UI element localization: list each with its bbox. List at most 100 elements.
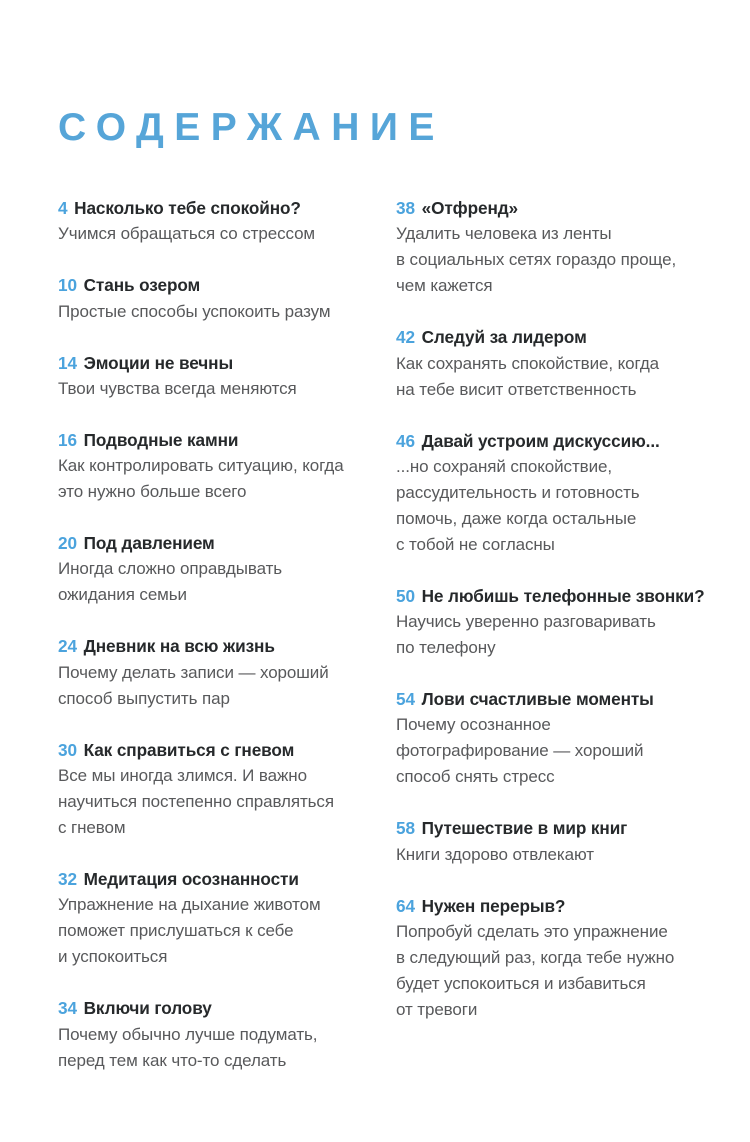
toc-entry-page-number[interactable]: 54 (396, 689, 415, 710)
toc-entry-page-number[interactable]: 20 (58, 533, 77, 554)
toc-entry-page-number[interactable]: 64 (396, 895, 415, 916)
toc-entry-title[interactable]: Давай устроим дискуссию... (421, 430, 660, 451)
toc-entry-page-number[interactable]: 30 (58, 739, 77, 760)
toc-entry-heading[interactable]: 34 Включи голову (58, 996, 378, 1021)
toc-entry-description: Научись уверенно разговаривать по телефон… (396, 609, 722, 661)
toc-entry[interactable]: 20 Под давлением Иногда сложно оправдыват… (58, 531, 378, 608)
toc-entry-page-number[interactable]: 46 (396, 430, 415, 451)
toc-entry-description-line: фотографирование — хороший (396, 741, 644, 761)
toc-entry[interactable]: 46 Давай устроим дискуссию... ...но сохра… (396, 429, 722, 558)
toc-entry-description: Почему делать записи — хороший способ вып… (58, 660, 378, 712)
toc-entry-heading[interactable]: 50 Не любишь телефонные звонки? (396, 584, 722, 609)
toc-entry-description-line: в социальных сетях гораздо проще, (396, 250, 677, 270)
toc-entry[interactable]: 14 Эмоции не вечны Твои чувства всегда ме… (58, 351, 378, 402)
toc-entry-title[interactable]: Эмоции не вечны (83, 352, 234, 373)
page-title: СОДЕРЖАНИЕ (58, 106, 445, 150)
toc-entry-heading[interactable]: 16 Подводные камни (58, 428, 378, 453)
toc-entry-page-number[interactable]: 42 (396, 327, 415, 348)
toc-entry-description-line: Попробуй сделать это упражнение (396, 921, 668, 941)
toc-entry-page-number[interactable]: 38 (396, 198, 415, 218)
toc-entry-heading[interactable]: 46 Давай устроим дискуссию... (396, 429, 722, 454)
toc-entry-title[interactable]: Лови счастливые моменты (421, 689, 654, 710)
toc-entry-description-line: с тобой не согласны (396, 534, 555, 554)
toc-entry-description-line: ...но сохраняй спокойствие, (396, 456, 612, 476)
toc-entry-description-line: будет успокоиться и избавиться (396, 973, 646, 993)
toc-entry-description-line: и успокоиться (58, 947, 168, 967)
toc-entry-heading[interactable]: 20 Под давлением (58, 531, 378, 556)
toc-entry-description-line: Почему осознанное (396, 715, 551, 735)
toc-entry-description: Как сохранять спокойствие, когда на тебе … (396, 351, 722, 403)
toc-entry-description-line: научиться постепенно справляться (58, 791, 334, 811)
toc-entry-heading[interactable]: 54 Лови счастливые моменты (396, 687, 722, 712)
toc-entry-page-number[interactable]: 14 (58, 352, 77, 373)
toc-entry-title[interactable]: Дневник на всю жизнь (83, 636, 275, 657)
toc-entry-page-number[interactable]: 4 (58, 198, 68, 218)
toc-entry-heading[interactable]: 24 Дневник на всю жизнь (58, 634, 378, 659)
toc-entry-description-line: Как сохранять спокойствие, когда (396, 353, 659, 373)
toc-entry-description: Упражнение на дыхание животом поможет при… (58, 892, 378, 970)
toc-entry[interactable]: 64 Нужен перерыв? Попробуй сделать это уп… (396, 894, 722, 1023)
toc-entry[interactable]: 4 Насколько тебе спокойно? Учимся обращат… (58, 196, 378, 247)
toc-entry-description-line: Учимся обращаться со стрессом (58, 224, 316, 244)
toc-entry-description-line: на тебе висит ответственность (396, 379, 637, 399)
toc-entry-page-number[interactable]: 58 (396, 818, 415, 839)
toc-entry-page-number[interactable]: 16 (58, 429, 77, 450)
toc-entry[interactable]: 42 Следуй за лидером Как сохранять спокой… (396, 325, 722, 402)
toc-entry-description-line: Удалить человека из ленты (396, 224, 612, 244)
toc-entry-heading[interactable]: 58 Путешествие в мир книг (396, 816, 722, 841)
toc-entry-heading[interactable]: 38 «Отфренд» (396, 196, 722, 221)
toc-entry[interactable]: 54 Лови счастливые моменты Почему осознан… (396, 687, 722, 790)
toc-entry-title[interactable]: Не любишь телефонные звонки? (421, 585, 705, 606)
toc-entry-description: Почему обычно лучше подумать, перед тем к… (58, 1022, 378, 1074)
toc-entry-title[interactable]: Стань озером (83, 275, 201, 296)
toc-entry-title[interactable]: «Отфренд» (421, 198, 519, 218)
toc-entry[interactable]: 58 Путешествие в мир книг Книги здорово о… (396, 816, 722, 867)
toc-entry[interactable]: 16 Подводные камни Как контролировать сит… (58, 428, 378, 505)
toc-entry-title[interactable]: Подводные камни (83, 429, 239, 450)
toc-entry-description-line: Почему обычно лучше подумать, (58, 1024, 318, 1044)
toc-entry-title[interactable]: Включи голову (83, 998, 212, 1019)
toc-entry-description-line: в следующий раз, когда тебе нужно (396, 947, 675, 967)
toc-entry-description-line: Простые способы успокоить разум (58, 301, 331, 321)
toc-entry[interactable]: 10 Стань озером Простые способы успокоить… (58, 273, 378, 324)
toc-entry-heading[interactable]: 4 Насколько тебе спокойно? (58, 196, 378, 221)
toc-entry-page-number[interactable]: 32 (58, 868, 77, 889)
toc-entry-page-number[interactable]: 50 (396, 585, 415, 606)
toc-entry-title[interactable]: Следуй за лидером (421, 327, 587, 348)
toc-entry-title[interactable]: Насколько тебе спокойно? (74, 198, 301, 218)
toc-entry-description-line: чем кажется (396, 276, 493, 296)
toc-entry-title[interactable]: Медитация осознанности (83, 868, 299, 889)
toc-entry-description-line: по телефону (396, 638, 496, 658)
toc-entry-description: Все мы иногда злимся. И важно научиться п… (58, 763, 378, 841)
right-column: 38 «Отфренд» Удалить человека из ленты в с… (396, 196, 750, 1023)
toc-entry[interactable]: 38 «Отфренд» Удалить человека из ленты в с… (396, 196, 722, 299)
toc-entry-page-number[interactable]: 10 (58, 275, 77, 296)
toc-entry-heading[interactable]: 14 Эмоции не вечны (58, 351, 378, 376)
toc-entry[interactable]: 50 Не любишь телефонные звонки? Научись у… (396, 584, 722, 661)
toc-entry-description-line: Твои чувства всегда меняются (58, 378, 297, 398)
toc-entry-description: Твои чувства всегда меняются (58, 376, 378, 402)
toc-entry-description-line: с гневом (58, 817, 126, 837)
toc-entry[interactable]: 24 Дневник на всю жизнь Почему делать зап… (58, 634, 378, 711)
toc-entry-heading[interactable]: 32 Медитация осознанности (58, 867, 378, 892)
toc-entry-description-line: рассудительность и готовность (396, 482, 640, 502)
toc-entry-description-line: Почему делать записи — хороший (58, 662, 329, 682)
toc-entry[interactable]: 30 Как справиться с гневом Все мы иногда … (58, 738, 378, 841)
toc-entry-page-number[interactable]: 34 (58, 998, 77, 1019)
toc-entry-title[interactable]: Под давлением (83, 533, 215, 554)
toc-entry[interactable]: 34 Включи голову Почему обычно лучше поду… (58, 996, 378, 1073)
left-column: 4 Насколько тебе спокойно? Учимся обращат… (0, 196, 396, 1074)
toc-entry-title[interactable]: Нужен перерыв? (421, 895, 566, 916)
toc-entry-heading[interactable]: 42 Следуй за лидером (396, 325, 722, 350)
toc-entry-heading[interactable]: 30 Как справиться с гневом (58, 738, 378, 763)
toc-entry-description-line: Книги здорово отвлекают (396, 844, 594, 864)
toc-entry-description-line: ожидания семьи (58, 585, 187, 605)
toc-entry[interactable]: 32 Медитация осознанности Упражнение на д… (58, 867, 378, 970)
toc-entry-title[interactable]: Как справиться с гневом (83, 739, 295, 760)
toc-entry-page-number[interactable]: 24 (58, 636, 77, 657)
toc-entry-description: Попробуй сделать это упражнение в следующ… (396, 919, 722, 1023)
toc-entry-title[interactable]: Путешествие в мир книг (421, 818, 628, 839)
toc-entry-heading[interactable]: 10 Стань озером (58, 273, 378, 298)
toc-entry-heading[interactable]: 64 Нужен перерыв? (396, 894, 722, 919)
